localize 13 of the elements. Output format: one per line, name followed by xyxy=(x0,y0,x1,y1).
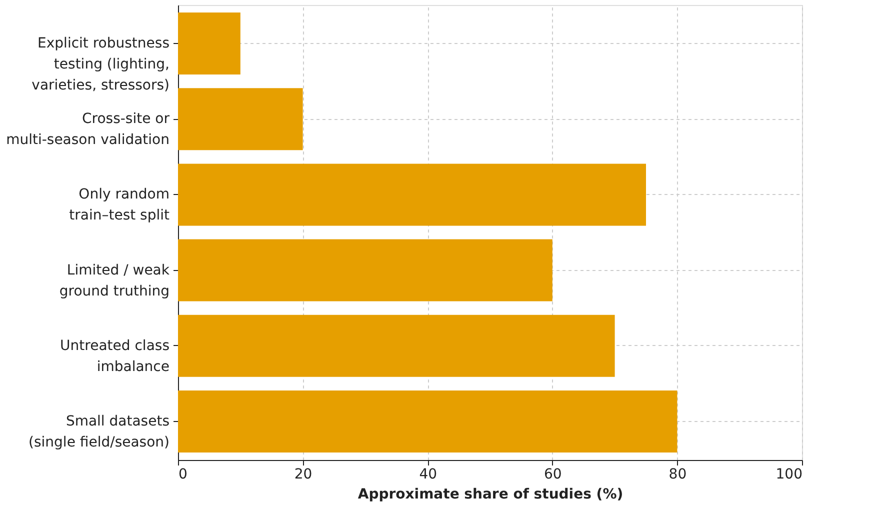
y-tick-label: Untreated class imbalance xyxy=(60,338,170,375)
x-tick-label: 100 xyxy=(776,466,802,482)
x-tick-label: 0 xyxy=(178,466,188,482)
x-axis-title: Approximate share of studies (%) xyxy=(358,486,624,502)
y-tick-label: Small datasets (single field/season) xyxy=(28,413,170,450)
y-tick-label: Limited / weak ground truthing xyxy=(59,262,170,300)
x-tick-label: 20 xyxy=(294,466,312,482)
y-tick-label: Cross-site or multi-season validation xyxy=(6,111,170,148)
y-tick-label: Explicit robustness testing (lighting, varieties, stressors) xyxy=(32,36,170,94)
x-tick-label: 40 xyxy=(419,466,438,482)
y-tick-label: Only random train–test split xyxy=(69,186,170,224)
x-tick-label: 80 xyxy=(668,466,687,482)
x-tick-label: 60 xyxy=(544,466,562,482)
